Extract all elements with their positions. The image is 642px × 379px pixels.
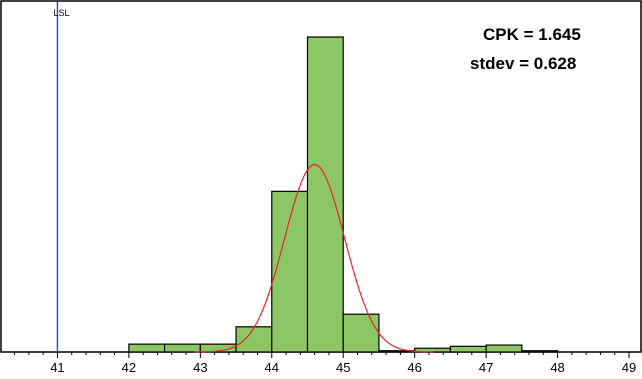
x-tick-label-47: 47 — [479, 360, 493, 375]
x-tick-label-48: 48 — [550, 360, 564, 375]
histogram-bar-5 — [306, 36, 344, 353]
stdev-annotation: stdev = 0.628 — [470, 54, 576, 73]
histogram-bars — [128, 36, 559, 353]
x-tick-label-44: 44 — [265, 360, 279, 375]
x-tick-label-49: 49 — [622, 360, 636, 375]
normal-curve — [194, 163, 434, 353]
x-tick-label-45: 45 — [336, 360, 350, 375]
histogram-bar-4 — [271, 190, 309, 353]
histogram-bar-3 — [235, 326, 273, 353]
lsl-label: LSL — [53, 8, 69, 18]
x-tick-label-41: 41 — [50, 360, 64, 375]
histogram-bar-0 — [128, 343, 166, 353]
histogram-bar-9 — [449, 345, 487, 353]
x-axis: 41 42 43 44 45 46 47 48 49 — [14, 352, 636, 375]
histogram-bar-10 — [485, 344, 523, 353]
x-tick-label-46: 46 — [407, 360, 421, 375]
histogram-bar-11 — [521, 350, 559, 353]
x-tick-label-42: 42 — [122, 360, 136, 375]
x-tick-label-43: 43 — [193, 360, 207, 375]
histogram-bar-1 — [164, 343, 201, 353]
histogram-bar-6 — [342, 313, 380, 353]
cpk-annotation: CPK = 1.645 — [483, 25, 581, 44]
